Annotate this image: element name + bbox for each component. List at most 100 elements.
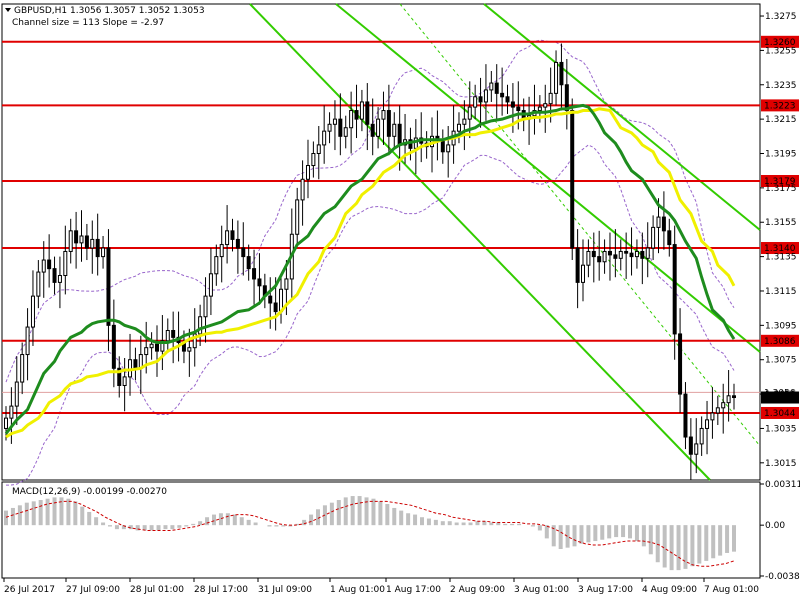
candle[interactable]: [241, 247, 246, 258]
candle[interactable]: [376, 118, 381, 137]
candle[interactable]: [678, 333, 683, 395]
candle[interactable]: [14, 381, 19, 407]
candle[interactable]: [359, 101, 364, 120]
candle[interactable]: [36, 271, 41, 297]
candle[interactable]: [634, 250, 639, 258]
candle[interactable]: [106, 247, 111, 326]
candle[interactable]: [219, 244, 224, 258]
candle[interactable]: [537, 106, 542, 112]
candle[interactable]: [208, 273, 213, 297]
candle[interactable]: [586, 250, 591, 266]
candle[interactable]: [467, 106, 472, 120]
candle[interactable]: [397, 123, 402, 146]
candle[interactable]: [327, 123, 332, 132]
candle[interactable]: [25, 326, 30, 356]
candle[interactable]: [554, 61, 559, 94]
candle[interactable]: [651, 226, 656, 249]
candle[interactable]: [47, 259, 52, 270]
candle[interactable]: [688, 436, 693, 455]
candle[interactable]: [322, 130, 327, 146]
candle[interactable]: [230, 230, 235, 240]
candle[interactable]: [198, 316, 203, 335]
candle[interactable]: [160, 340, 165, 352]
candle[interactable]: [154, 343, 159, 352]
candle[interactable]: [122, 376, 127, 386]
candle[interactable]: [624, 250, 629, 254]
candle[interactable]: [645, 247, 650, 259]
candle[interactable]: [295, 199, 300, 235]
candle[interactable]: [63, 250, 68, 277]
candle[interactable]: [656, 216, 661, 228]
candle[interactable]: [721, 402, 726, 409]
candle[interactable]: [133, 359, 138, 369]
candle[interactable]: [710, 412, 715, 421]
candle[interactable]: [575, 247, 580, 283]
candle[interactable]: [149, 343, 154, 349]
candle[interactable]: [171, 329, 176, 338]
candle[interactable]: [640, 250, 645, 259]
candle[interactable]: [505, 96, 510, 103]
candle[interactable]: [510, 101, 515, 108]
candle[interactable]: [311, 153, 316, 167]
candle[interactable]: [500, 92, 505, 98]
candle[interactable]: [726, 395, 731, 404]
candle[interactable]: [4, 417, 8, 429]
candle[interactable]: [570, 110, 575, 249]
candle[interactable]: [699, 427, 704, 445]
candle[interactable]: [667, 230, 672, 246]
candle[interactable]: [629, 252, 634, 258]
candle[interactable]: [370, 123, 375, 137]
candle[interactable]: [483, 89, 488, 103]
candle[interactable]: [543, 103, 548, 108]
candle[interactable]: [494, 82, 499, 94]
candle[interactable]: [246, 256, 251, 270]
candle[interactable]: [316, 144, 321, 155]
candle[interactable]: [683, 393, 688, 438]
candle[interactable]: [602, 250, 607, 263]
candle[interactable]: [57, 275, 62, 283]
candle[interactable]: [613, 254, 618, 259]
candle[interactable]: [9, 405, 14, 419]
candle[interactable]: [225, 230, 230, 246]
dropdown-triangle-icon[interactable]: [5, 8, 11, 12]
candle[interactable]: [354, 110, 359, 120]
candle[interactable]: [489, 82, 494, 91]
candle[interactable]: [52, 268, 57, 283]
candle[interactable]: [386, 110, 391, 137]
candle[interactable]: [20, 354, 25, 383]
candle[interactable]: [607, 250, 612, 256]
candle[interactable]: [715, 407, 720, 414]
candle[interactable]: [581, 264, 586, 283]
candle[interactable]: [365, 101, 370, 125]
candle[interactable]: [252, 268, 257, 280]
candle[interactable]: [203, 295, 208, 318]
candle[interactable]: [192, 333, 197, 349]
candle[interactable]: [446, 144, 451, 153]
candle[interactable]: [343, 127, 348, 137]
candle[interactable]: [349, 110, 354, 129]
candle[interactable]: [516, 106, 521, 112]
candle[interactable]: [111, 324, 116, 369]
candle[interactable]: [564, 84, 569, 112]
candle[interactable]: [705, 419, 710, 429]
candle[interactable]: [268, 295, 273, 304]
candle[interactable]: [79, 235, 84, 244]
candle[interactable]: [305, 165, 310, 180]
candle[interactable]: [694, 443, 699, 455]
candle[interactable]: [74, 230, 79, 244]
candle[interactable]: [478, 96, 483, 103]
candle[interactable]: [338, 118, 343, 137]
candle[interactable]: [661, 216, 666, 232]
candle[interactable]: [462, 118, 467, 125]
candle[interactable]: [440, 140, 445, 153]
candle[interactable]: [732, 395, 736, 399]
candle[interactable]: [273, 302, 278, 313]
candle[interactable]: [95, 238, 100, 258]
candle[interactable]: [68, 230, 73, 252]
candle[interactable]: [300, 178, 305, 201]
candle[interactable]: [473, 96, 478, 108]
candle[interactable]: [284, 278, 289, 290]
candle[interactable]: [381, 110, 386, 120]
candle[interactable]: [618, 250, 623, 259]
